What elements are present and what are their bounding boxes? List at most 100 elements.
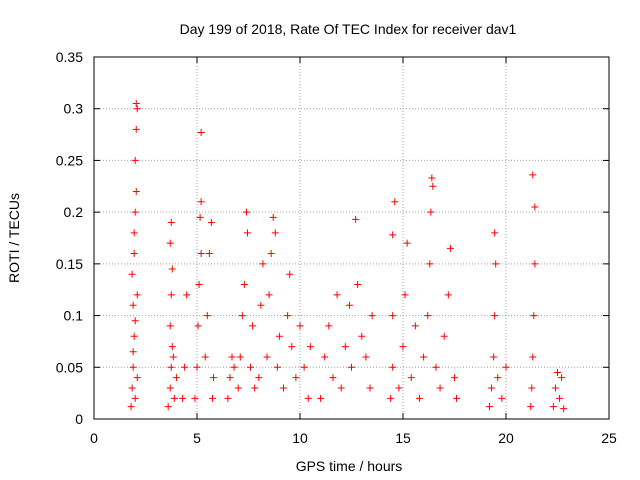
data-point [128, 270, 136, 278]
data-point [168, 343, 176, 351]
data-point [492, 260, 500, 268]
data-point [181, 363, 189, 371]
data-point [166, 384, 174, 392]
data-point [129, 363, 137, 371]
data-point [129, 348, 137, 356]
x-tick-label: 5 [193, 430, 201, 446]
data-point [488, 384, 496, 392]
data-point [491, 229, 499, 237]
y-tick-label: 0.15 [56, 256, 83, 272]
data-point [494, 374, 502, 382]
data-point [453, 394, 461, 402]
data-point [208, 394, 216, 402]
data-point [224, 394, 232, 402]
data-point [529, 353, 537, 361]
data-point [288, 343, 296, 351]
data-point [432, 363, 440, 371]
grid-lines [94, 57, 609, 419]
data-point [131, 156, 139, 164]
data-point [429, 182, 437, 190]
chart-title: Day 199 of 2018, Rate Of TEC Index for r… [180, 21, 517, 37]
y-tick-label: 0.25 [56, 152, 83, 168]
data-point [131, 317, 139, 325]
x-tick-label: 25 [601, 430, 617, 446]
data-point [490, 353, 498, 361]
data-point [129, 301, 137, 309]
y-tick-label: 0.3 [64, 101, 84, 117]
data-point [317, 394, 325, 402]
data-point [194, 322, 202, 330]
data-point [243, 229, 251, 237]
data-point [399, 343, 407, 351]
data-point [560, 405, 568, 413]
data-point [257, 301, 265, 309]
data-point [436, 384, 444, 392]
data-point [446, 244, 454, 252]
data-point [549, 403, 557, 411]
data-point [197, 198, 205, 206]
data-point [197, 129, 205, 137]
x-tick-label: 20 [498, 430, 514, 446]
data-point [426, 260, 434, 268]
data-point [207, 218, 215, 226]
data-point [166, 239, 174, 247]
data-point [267, 250, 275, 258]
data-point [170, 394, 178, 402]
data-point [321, 353, 329, 361]
x-tick-label: 0 [90, 430, 98, 446]
data-point [251, 384, 259, 392]
data-point [164, 403, 172, 411]
data-point [556, 394, 564, 402]
data-point [366, 384, 374, 392]
data-point [333, 291, 341, 299]
data-point [348, 363, 355, 371]
data-point [167, 291, 175, 299]
data-point [230, 363, 238, 371]
data-point [247, 363, 255, 371]
data-point [286, 270, 294, 278]
data-point [130, 250, 138, 258]
data-point [240, 281, 248, 289]
data-point [401, 291, 409, 299]
data-point [529, 171, 537, 179]
data-point [238, 312, 246, 320]
data-point [130, 332, 138, 340]
data-point [197, 250, 205, 258]
data-point [428, 174, 436, 182]
data-point [296, 322, 304, 330]
data-point [172, 374, 180, 382]
data-point [169, 353, 177, 361]
data-point [284, 312, 292, 320]
data-point [242, 208, 250, 216]
data-point [389, 363, 397, 371]
y-tick-label: 0.1 [64, 308, 84, 324]
data-point [131, 394, 139, 402]
data-point [486, 403, 494, 411]
data-point [300, 363, 308, 371]
data-point [193, 363, 201, 371]
data-point [191, 394, 199, 402]
data-point [280, 384, 288, 392]
data-point [201, 353, 209, 361]
data-point [228, 353, 236, 361]
data-point [391, 198, 399, 206]
data-point [403, 239, 411, 247]
data-point [389, 312, 397, 320]
data-point [209, 374, 217, 382]
x-axis-ticks: 0 5 10 15 20 25 [90, 57, 617, 446]
data-point [183, 291, 191, 299]
data-point [271, 229, 279, 237]
y-tick-label: 0.35 [56, 49, 83, 65]
data-point [226, 374, 234, 382]
data-point [424, 312, 432, 320]
data-point [236, 353, 244, 361]
data-point [132, 125, 140, 133]
data-point [530, 312, 538, 320]
data-point [554, 368, 561, 376]
data-point [133, 291, 141, 299]
data-point [502, 363, 510, 371]
data-point [132, 187, 140, 195]
data-point [352, 215, 360, 223]
data-point [203, 312, 211, 320]
